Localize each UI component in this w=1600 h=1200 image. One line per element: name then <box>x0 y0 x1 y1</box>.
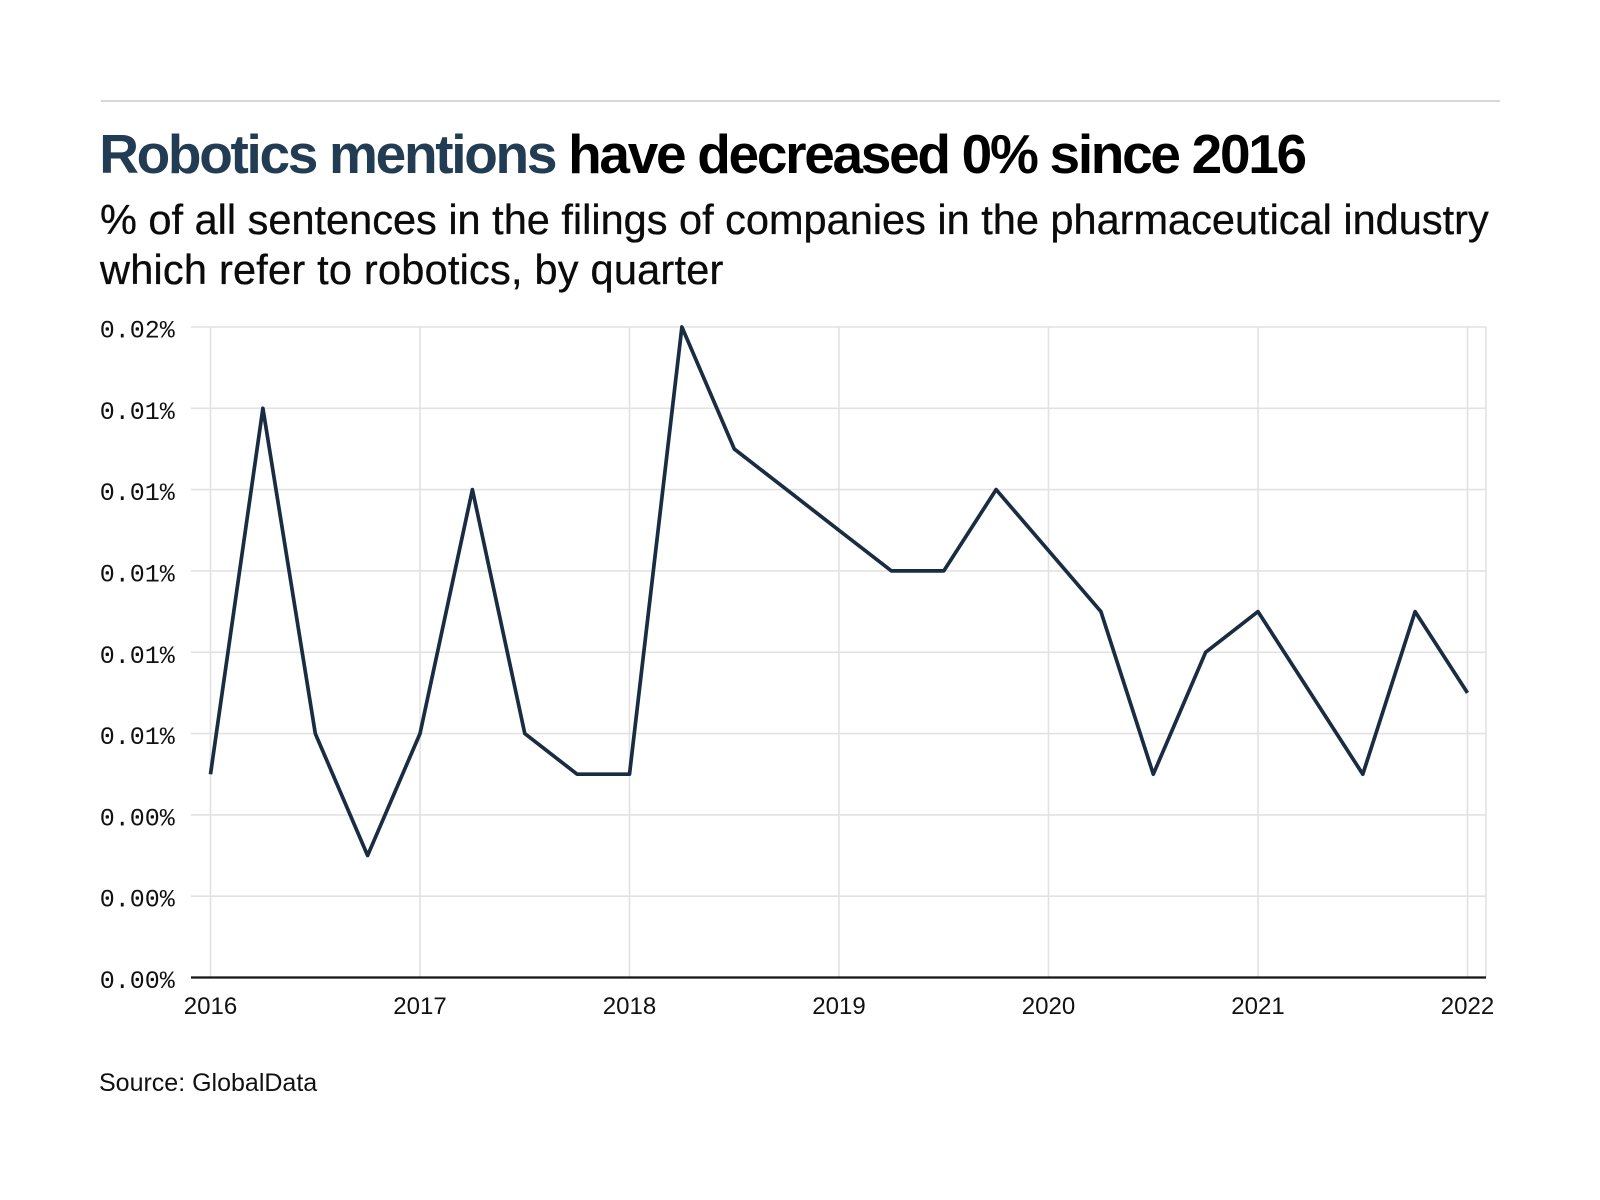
svg-text:0.01%: 0.01% <box>100 398 176 427</box>
svg-text:0.01%: 0.01% <box>100 642 176 671</box>
svg-text:2022: 2022 <box>1441 993 1494 1020</box>
svg-text:2016: 2016 <box>184 993 237 1020</box>
svg-text:2021: 2021 <box>1231 993 1284 1020</box>
svg-text:0.01%: 0.01% <box>100 479 176 508</box>
svg-text:2020: 2020 <box>1022 993 1075 1020</box>
svg-text:0.00%: 0.00% <box>100 967 176 996</box>
svg-text:0.01%: 0.01% <box>100 723 176 752</box>
svg-text:2019: 2019 <box>812 993 865 1020</box>
svg-text:2017: 2017 <box>393 993 446 1020</box>
svg-text:0.00%: 0.00% <box>100 804 176 833</box>
svg-text:0.02%: 0.02% <box>100 317 176 346</box>
svg-text:0.01%: 0.01% <box>100 560 176 589</box>
svg-text:0.00%: 0.00% <box>100 886 176 915</box>
svg-text:2018: 2018 <box>603 993 656 1020</box>
